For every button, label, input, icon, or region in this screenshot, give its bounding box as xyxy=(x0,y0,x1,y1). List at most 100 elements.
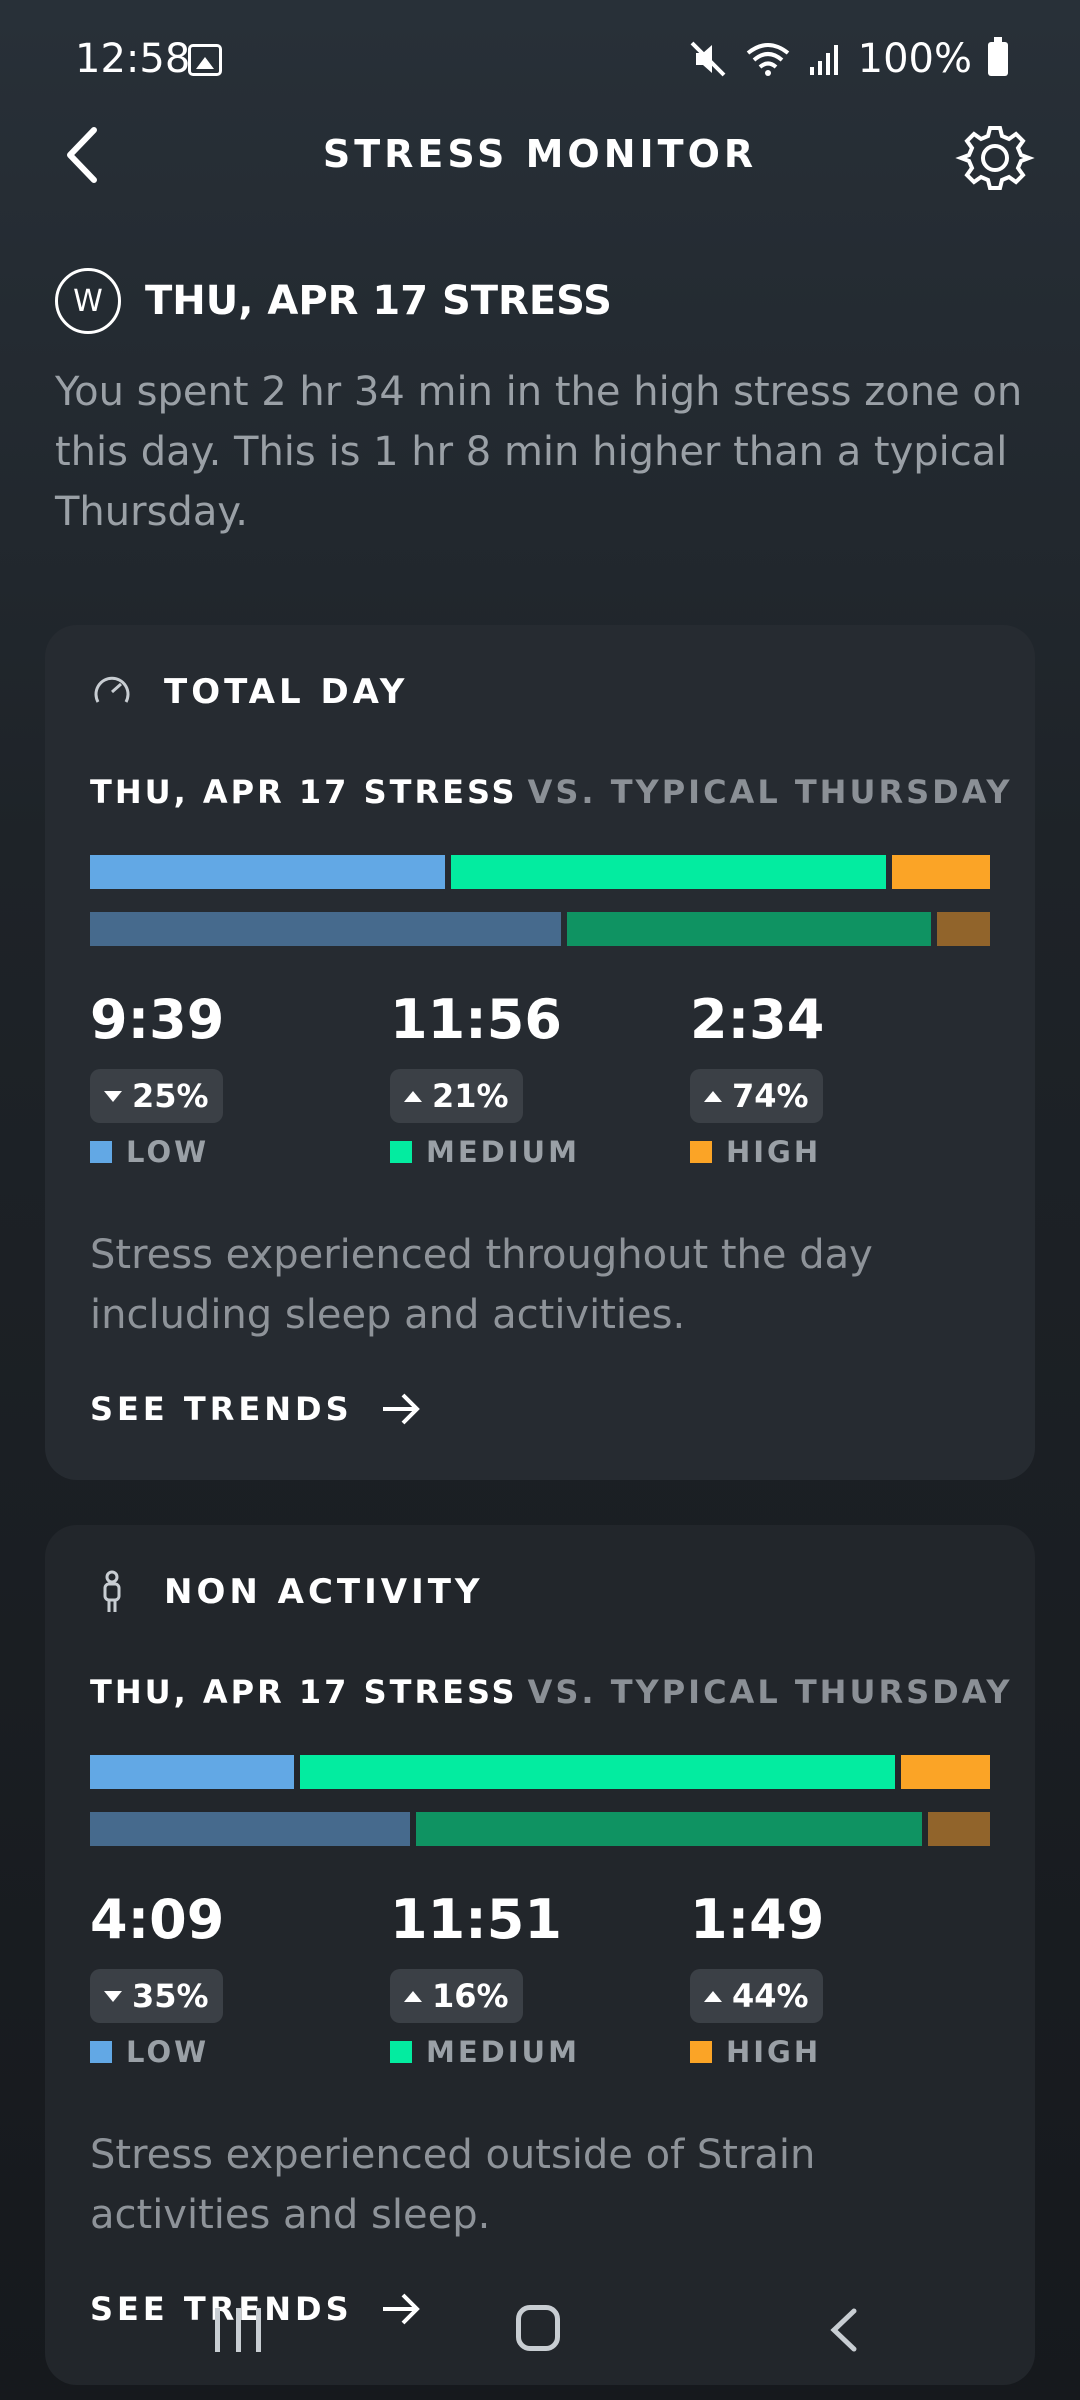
legend-swatch xyxy=(690,1141,712,1163)
status-time: 12:58 xyxy=(75,36,191,82)
home-button[interactable] xyxy=(516,2305,560,2351)
legend-swatch xyxy=(390,2041,412,2063)
stat-label: MEDIUM xyxy=(426,2035,580,2069)
comparison-vs: VS. TYPICAL THURSDAY xyxy=(527,1673,1013,1711)
stat-medium: 11:51 16% MEDIUM xyxy=(390,1885,680,2069)
system-nav-bar xyxy=(0,2280,1080,2400)
page-title: STRESS MONITOR xyxy=(322,132,758,176)
stat-low: 4:09 35% LOW xyxy=(90,1885,380,2069)
system-back-button[interactable] xyxy=(820,2305,870,2355)
stat-change-badge: 25% xyxy=(90,1069,223,1123)
stat-value: 11:56 xyxy=(390,988,562,1051)
stat-change-badge: 44% xyxy=(690,1969,823,2023)
back-arrow-icon[interactable] xyxy=(52,120,122,190)
stat-legend: LOW xyxy=(90,1135,380,1169)
stat-change: 35% xyxy=(132,1977,209,2015)
stat-medium: 11:56 21% MEDIUM xyxy=(390,985,680,1169)
card-description: Stress experienced throughout the day in… xyxy=(90,1232,873,1338)
stat-high: 2:34 74% HIGH xyxy=(690,985,980,1169)
legend-swatch xyxy=(90,2041,112,2063)
bar-low-typical xyxy=(90,1812,410,1846)
bar-low-current xyxy=(90,1755,295,1789)
stress-stats: 9:39 25% LOW 11:56 21% MEDIUM 2:34 74% H… xyxy=(90,985,990,1169)
see-trends-label: SEE TRENDS xyxy=(90,1390,353,1428)
stat-legend: LOW xyxy=(90,2035,380,2069)
arrow-up-icon xyxy=(404,1990,422,2002)
arrow-up-icon xyxy=(704,1090,722,1102)
total-day-card: TOTAL DAY THU, APR 17 STRESS VS. TYPICAL … xyxy=(45,625,1035,1480)
arrow-right-icon xyxy=(382,1393,420,1425)
current-stress-bar xyxy=(90,855,990,889)
stat-change: 74% xyxy=(732,1077,809,1115)
stat-label: MEDIUM xyxy=(426,1135,580,1169)
status-bar: 12:58 100% xyxy=(0,0,1080,120)
status-icons: 100% xyxy=(688,36,1008,82)
stat-change-badge: 35% xyxy=(90,1969,223,2023)
legend-swatch xyxy=(690,2041,712,2063)
arrow-down-icon xyxy=(104,1090,122,1102)
stat-change: 44% xyxy=(732,1977,809,2015)
stat-change: 25% xyxy=(132,1077,209,1115)
gallery-notification-icon xyxy=(188,44,222,76)
card-title: TOTAL DAY xyxy=(164,672,409,712)
stat-value: 1:49 xyxy=(690,1888,825,1951)
stat-change-badge: 16% xyxy=(390,1969,523,2023)
whoop-logo-icon: W xyxy=(55,268,121,334)
card-description: Stress experienced outside of Strain act… xyxy=(90,2132,816,2238)
wifi-icon xyxy=(746,43,789,76)
bar-medium-typical xyxy=(566,912,931,946)
arrow-right-icon xyxy=(382,2293,420,2325)
typical-stress-bar xyxy=(90,912,990,946)
bar-high-current xyxy=(901,1755,990,1789)
summary-title: THU, APR 17 STRESS xyxy=(145,278,612,324)
signal-icon xyxy=(809,45,838,75)
arrow-up-icon xyxy=(704,1990,722,2002)
stat-change-badge: 74% xyxy=(690,1069,823,1123)
stat-change: 21% xyxy=(432,1077,509,1115)
bar-medium-current xyxy=(300,1755,896,1789)
stat-value: 11:51 xyxy=(390,1888,562,1951)
stat-legend: MEDIUM xyxy=(390,2035,680,2069)
bar-high-typical xyxy=(927,1812,990,1846)
comparison-label: THU, APR 17 STRESS VS. TYPICAL THURSDAY xyxy=(90,773,1013,811)
stat-label: LOW xyxy=(126,1135,210,1169)
stat-change-badge: 21% xyxy=(390,1069,523,1123)
typical-stress-bar xyxy=(90,1812,990,1846)
stat-label: HIGH xyxy=(726,2035,822,2069)
comparison-date: THU, APR 17 STRESS xyxy=(90,773,518,811)
gear-icon[interactable] xyxy=(955,118,1035,198)
stat-value: 9:39 xyxy=(90,988,225,1051)
current-stress-bar xyxy=(90,1755,990,1789)
battery-icon xyxy=(988,37,1008,76)
stat-label: LOW xyxy=(126,2035,210,2069)
app-header: STRESS MONITOR xyxy=(0,110,1080,200)
stat-legend: HIGH xyxy=(690,2035,980,2069)
summary-text: You spent 2 hr 34 min in the high stress… xyxy=(55,369,1023,535)
bar-medium-current xyxy=(451,855,887,889)
stat-label: HIGH xyxy=(726,1135,822,1169)
stress-stats: 4:09 35% LOW 11:51 16% MEDIUM 1:49 44% H… xyxy=(90,1885,990,2069)
legend-swatch xyxy=(390,1141,412,1163)
stat-high: 1:49 44% HIGH xyxy=(690,1885,980,2069)
stress-summary: W THU, APR 17 STRESS You spent 2 hr 34 m… xyxy=(55,268,1035,542)
gauge-icon xyxy=(94,676,130,703)
see-trends-link[interactable]: SEE TRENDS xyxy=(90,1390,421,1428)
comparison-date: THU, APR 17 STRESS xyxy=(90,1673,518,1711)
arrow-down-icon xyxy=(104,1990,122,2002)
recent-apps-button[interactable] xyxy=(215,2308,261,2352)
bar-high-typical xyxy=(936,912,990,946)
comparison-vs: VS. TYPICAL THURSDAY xyxy=(527,773,1013,811)
mute-icon xyxy=(690,41,726,77)
legend-swatch xyxy=(90,1141,112,1163)
person-icon xyxy=(103,1570,121,1612)
bar-medium-typical xyxy=(415,1812,922,1846)
comparison-label: THU, APR 17 STRESS VS. TYPICAL THURSDAY xyxy=(90,1673,1013,1711)
non-activity-card: NON ACTIVITY THU, APR 17 STRESS VS. TYPIC… xyxy=(45,1525,1035,2385)
card-title: NON ACTIVITY xyxy=(164,1572,484,1612)
stat-value: 2:34 xyxy=(690,988,825,1051)
bar-high-current xyxy=(892,855,990,889)
stat-change: 16% xyxy=(432,1977,509,2015)
arrow-up-icon xyxy=(404,1090,422,1102)
stat-legend: HIGH xyxy=(690,1135,980,1169)
bar-low-typical xyxy=(90,912,561,946)
